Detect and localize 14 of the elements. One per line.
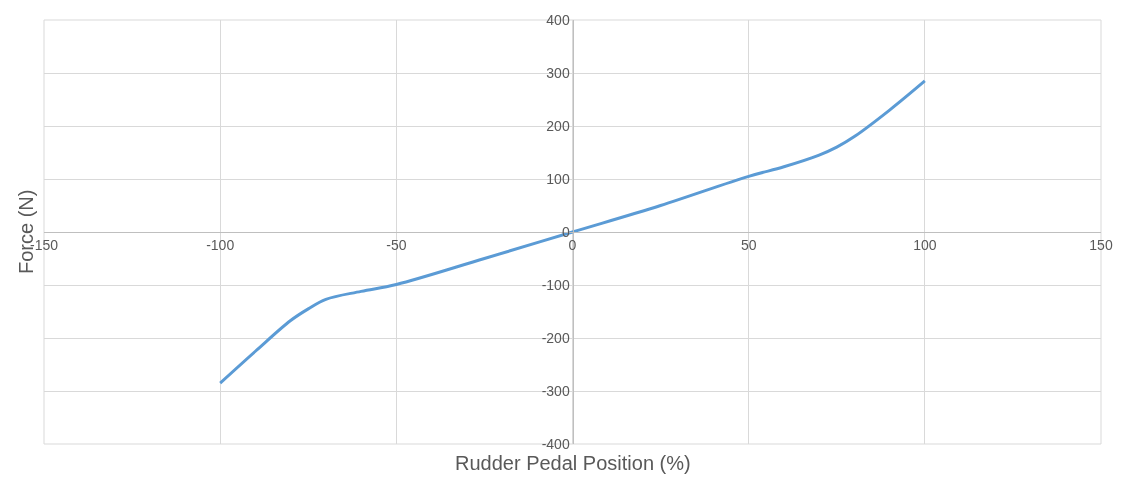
y-tick-label: -400 <box>541 435 570 452</box>
x-axis-title: Rudder Pedal Position (%) <box>455 452 691 474</box>
x-tick-label: -100 <box>206 236 235 253</box>
y-tick-label: -100 <box>541 276 570 293</box>
x-tick-label: 100 <box>913 236 937 253</box>
y-tick-label: 100 <box>546 170 570 187</box>
x-tick-label: 150 <box>1089 236 1113 253</box>
y-tick-label: -200 <box>541 329 570 346</box>
y-tick-label: 300 <box>546 64 570 81</box>
y-tick-label: 400 <box>546 11 570 28</box>
x-tick-label: 50 <box>740 236 757 253</box>
y-tick-label: 200 <box>546 117 570 134</box>
x-tick-label: -50 <box>386 236 407 253</box>
y-tick-label: -300 <box>541 382 570 399</box>
